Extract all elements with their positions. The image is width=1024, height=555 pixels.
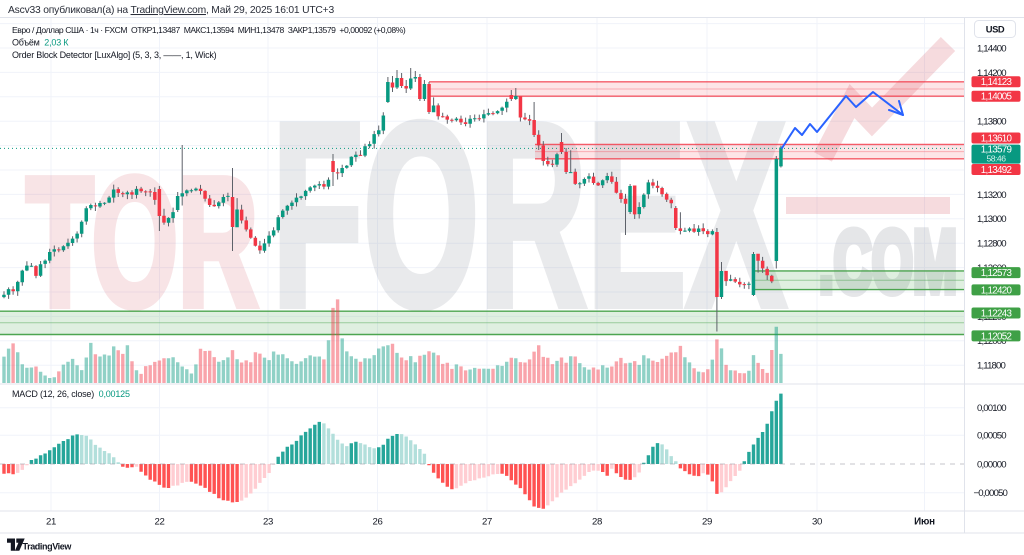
svg-text:22: 22	[154, 517, 164, 528]
svg-text:.COM: .COM	[819, 212, 957, 311]
svg-text:1,14400: 1,14400	[977, 43, 1006, 54]
svg-text:USD: USD	[986, 23, 1005, 34]
svg-text:1,12243: 1,12243	[981, 308, 1013, 319]
svg-text:23: 23	[263, 517, 273, 528]
svg-text:MACD (12, 26, close) 0,00125: MACD (12, 26, close) 0,00125	[12, 389, 130, 399]
svg-text:1,11800: 1,11800	[977, 361, 1006, 372]
svg-text:58:46: 58:46	[986, 154, 1006, 164]
svg-text:0,00000: 0,00000	[977, 460, 1006, 471]
svg-text:Евро / Доллар США · 1ч · FXCM: Евро / Доллар США · 1ч · FXCM ОТКР1,1348…	[12, 25, 406, 35]
svg-text:1,12000: 1,12000	[977, 336, 1006, 347]
svg-text:27: 27	[482, 517, 492, 528]
svg-text:Объём 2,03 К: Объём 2,03 К	[12, 38, 69, 48]
svg-text:1,13200: 1,13200	[977, 190, 1006, 201]
svg-text:1,12800: 1,12800	[977, 239, 1006, 250]
svg-text:1,12052: 1,12052	[981, 331, 1012, 342]
svg-text:Ascv33 опубликовал(а) на Tradi: Ascv33 опубликовал(а) на TradingView.com…	[8, 4, 334, 16]
svg-text:1,13492: 1,13492	[981, 165, 1012, 176]
svg-text:29: 29	[702, 517, 712, 528]
svg-text:1,14123: 1,14123	[981, 77, 1013, 88]
svg-text:0,00050: 0,00050	[977, 431, 1006, 442]
svg-text:21: 21	[46, 517, 56, 528]
svg-text:Order Block Detector [LuxAlgo]: Order Block Detector [LuxAlgo] (5, 3, 3,…	[12, 50, 217, 60]
svg-text:Июн: Июн	[914, 517, 935, 528]
svg-text:−0,00050: −0,00050	[974, 488, 1008, 499]
svg-text:TOR: TOR	[26, 139, 258, 344]
svg-text:1,14005: 1,14005	[981, 92, 1013, 103]
svg-text:1,12573: 1,12573	[981, 268, 1013, 279]
svg-text:1,14200: 1,14200	[977, 68, 1006, 79]
svg-text:1,13800: 1,13800	[977, 117, 1006, 128]
svg-text:26: 26	[372, 517, 382, 528]
svg-text:1,12420: 1,12420	[981, 285, 1013, 296]
svg-text:TradingView: TradingView	[23, 542, 73, 552]
svg-text:1,13610: 1,13610	[981, 133, 1013, 144]
svg-text:1,13579: 1,13579	[981, 145, 1012, 156]
svg-text:30: 30	[812, 517, 822, 528]
svg-text:0,00100: 0,00100	[977, 403, 1006, 414]
svg-text:1,13000: 1,13000	[977, 214, 1006, 225]
svg-text:28: 28	[592, 517, 602, 528]
